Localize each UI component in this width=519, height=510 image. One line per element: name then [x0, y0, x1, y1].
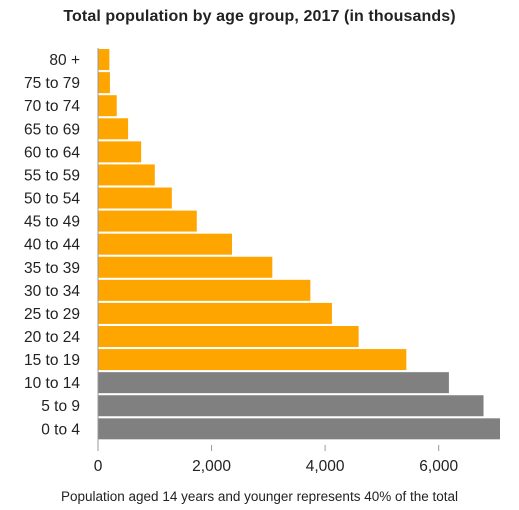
bar-10-to-14	[98, 372, 449, 394]
bar-45-to-49	[98, 210, 197, 232]
category-label: 70 to 74	[24, 98, 80, 115]
bar-40-to-44	[98, 233, 233, 255]
bar-60-to-64	[98, 141, 142, 163]
bar-5-to-9	[98, 395, 484, 417]
category-label: 50 to 54	[24, 191, 80, 208]
bar-0-to-4	[98, 418, 501, 440]
category-label: 80 +	[49, 52, 80, 69]
category-label: 55 to 59	[24, 167, 80, 184]
bar-55-to-59	[98, 164, 155, 186]
category-label: 10 to 14	[24, 375, 80, 392]
category-label: 60 to 64	[24, 144, 80, 161]
bars-group	[98, 49, 501, 440]
x-tick-label: 2,000	[192, 458, 231, 475]
category-label: 20 to 24	[24, 329, 80, 346]
category-label: 45 to 49	[24, 214, 80, 231]
chart-title: Total population by age group, 2017 (in …	[63, 8, 456, 25]
bar-30-to-34	[98, 279, 311, 301]
category-label: 65 to 69	[24, 121, 80, 138]
category-label: 5 to 9	[41, 398, 80, 415]
category-label: 40 to 44	[24, 237, 80, 254]
bar-50-to-54	[98, 187, 172, 209]
bar-75-to-79	[98, 72, 110, 94]
category-labels-group: 80 + 75 to 79 70 to 74 65 to 69 60 to 64 55 t…	[24, 52, 80, 438]
bar-20-to-24	[98, 326, 359, 347]
x-ticks-group: 0 2,000 4,000 6,000	[94, 445, 458, 475]
x-tick-label: 0	[94, 458, 103, 475]
category-label: 30 to 34	[24, 283, 80, 300]
x-tick-label: 4,000	[306, 458, 345, 475]
bar-35-to-39	[98, 256, 273, 278]
category-label: 0 to 4	[41, 421, 80, 438]
category-label: 75 to 79	[24, 75, 80, 92]
category-label: 15 to 19	[24, 352, 80, 369]
category-label: 25 to 29	[24, 306, 80, 323]
x-tick-label: 6,000	[419, 458, 458, 475]
bar-80	[98, 49, 110, 71]
bar-15-to-19	[98, 349, 407, 371]
bar-65-to-69	[98, 118, 129, 140]
category-label: 35 to 39	[24, 260, 80, 277]
chart-footnote: Population aged 14 years and younger rep…	[60, 489, 459, 504]
bar-70-to-74	[98, 95, 117, 117]
bar-25-to-29	[98, 302, 332, 324]
